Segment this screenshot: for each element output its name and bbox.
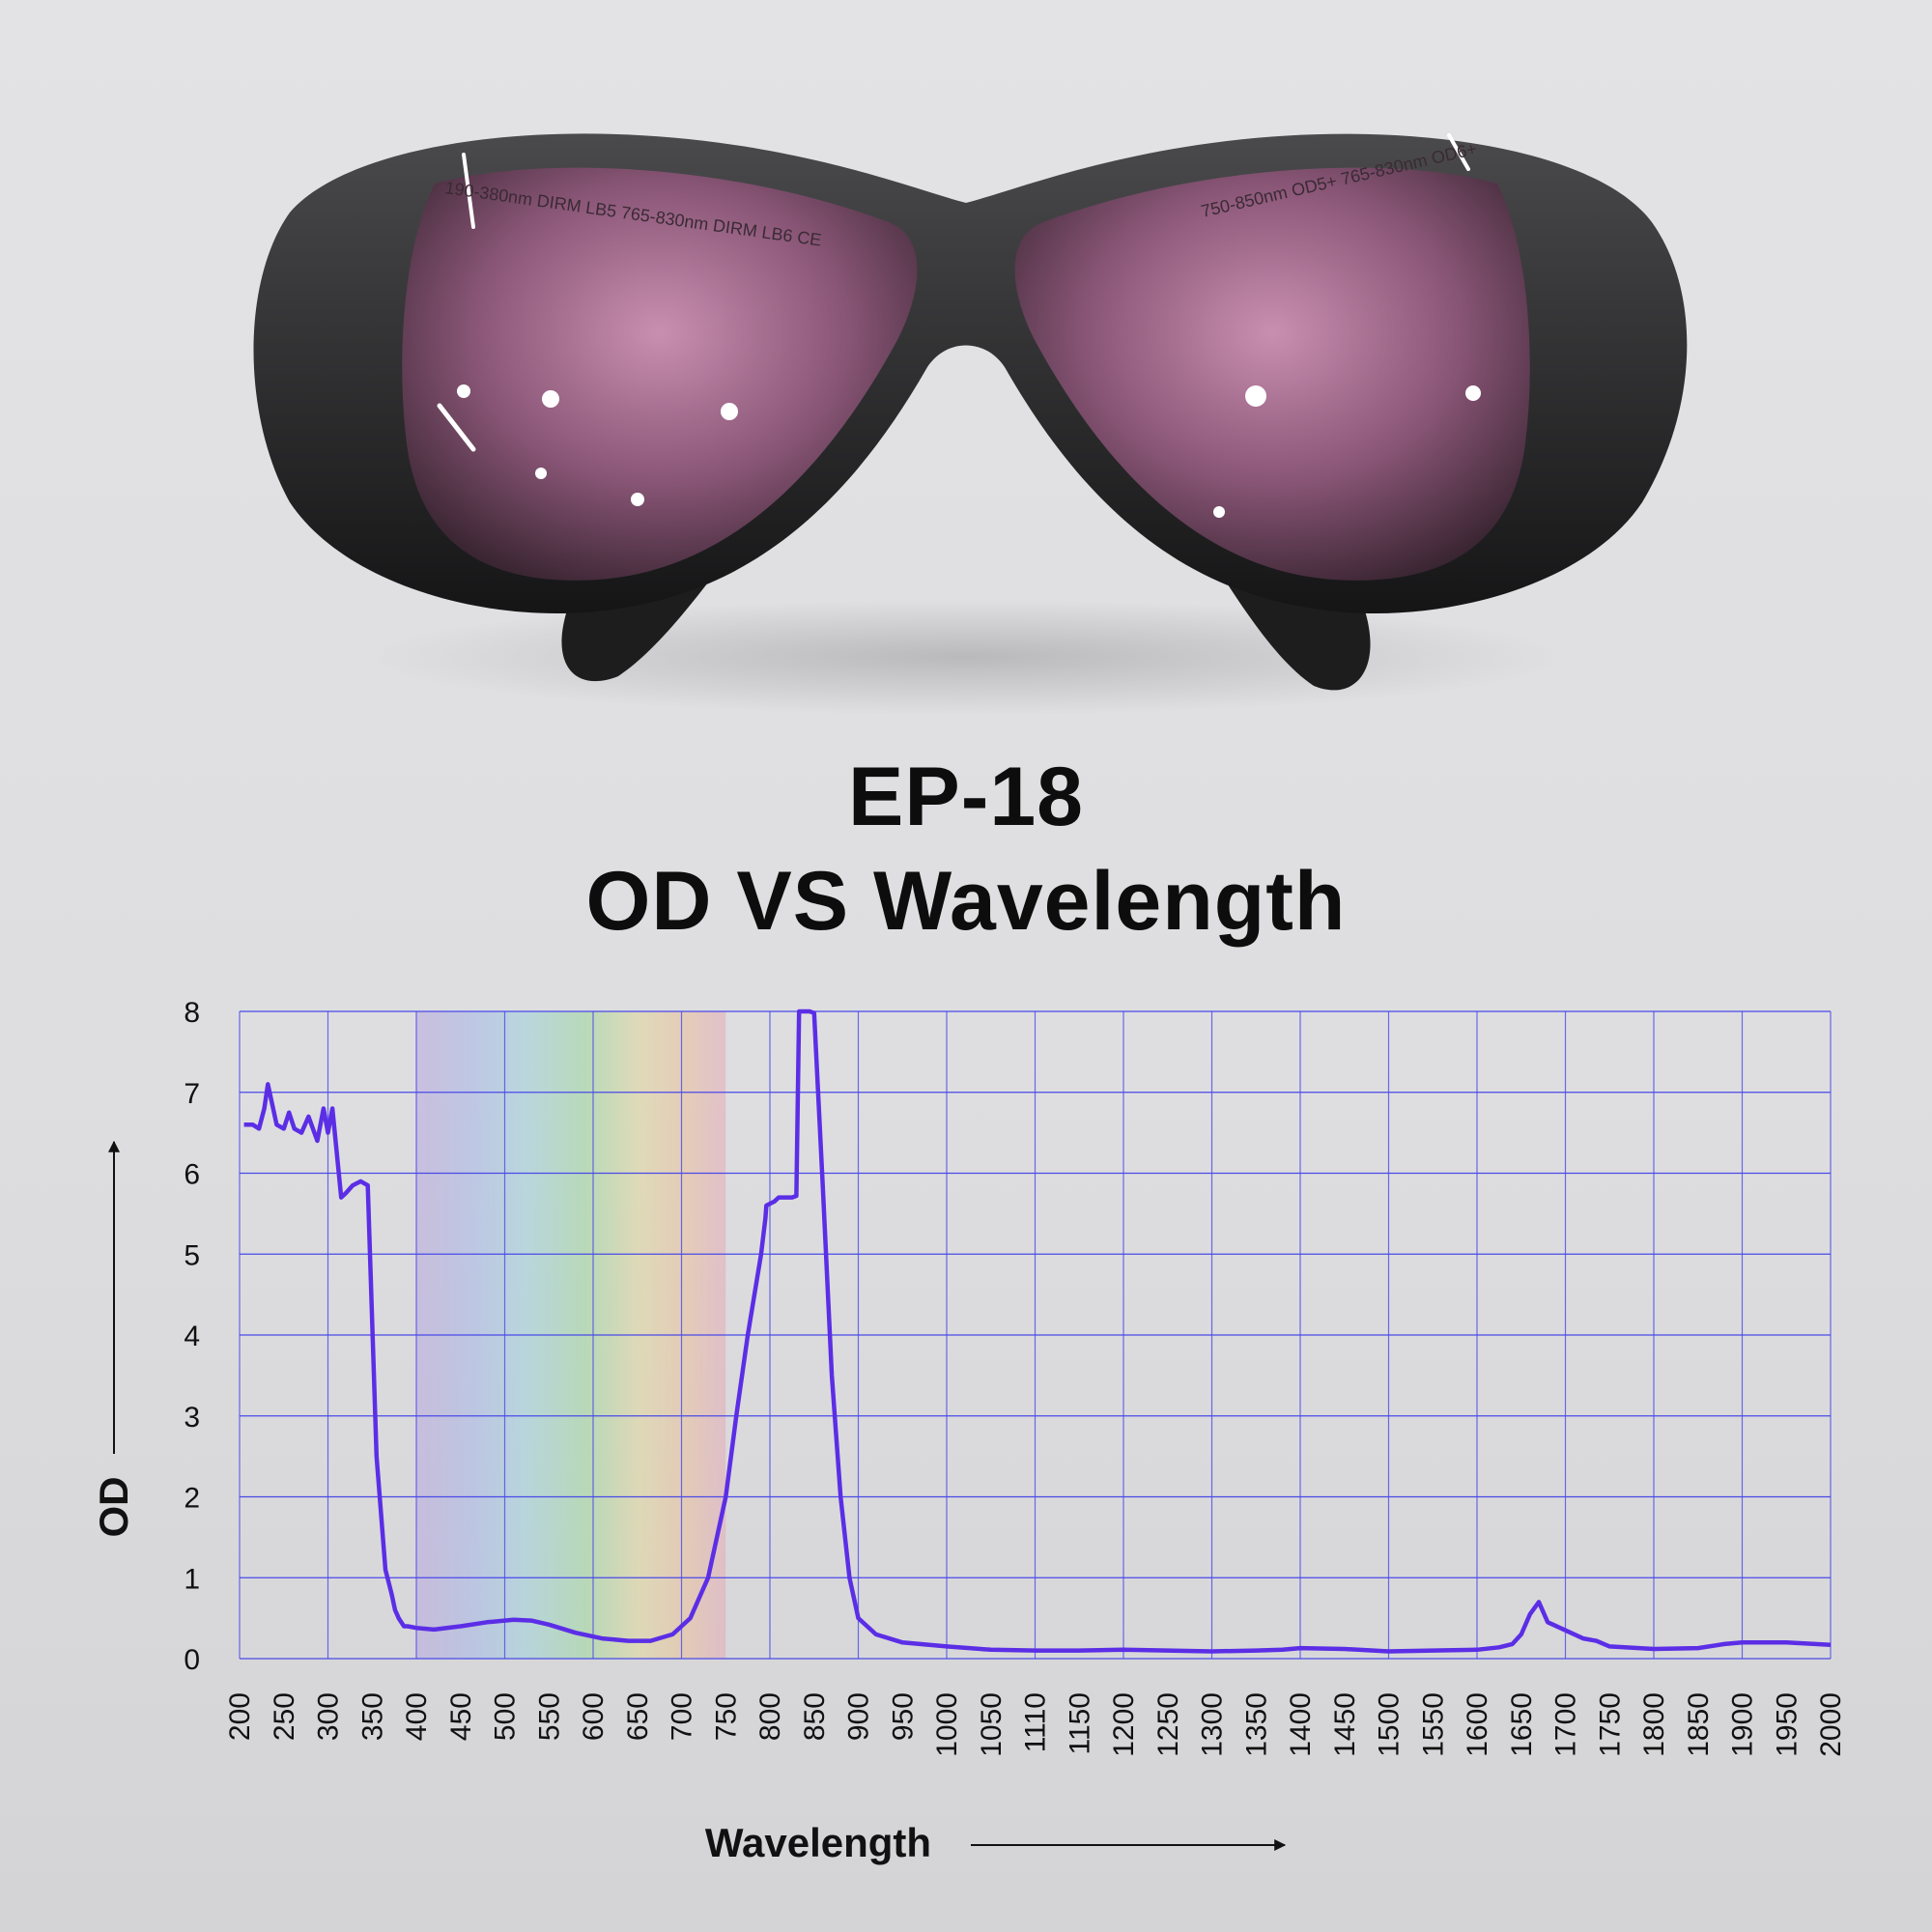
y-tick-label: 6 [184, 1159, 200, 1191]
right-lens [1014, 167, 1530, 581]
x-tick-label: 400 [401, 1692, 433, 1741]
x-tick-label: 850 [799, 1692, 831, 1741]
od-series-line [243, 1009, 1832, 1654]
x-tick-label: 1250 [1152, 1692, 1184, 1757]
x-tick-label: 350 [356, 1692, 388, 1741]
y-tick-label: 0 [184, 1644, 200, 1676]
x-tick-label: 1950 [1771, 1692, 1803, 1757]
chart-subtitle: OD VS Wavelength [585, 855, 1347, 948]
x-tick-label: 250 [269, 1692, 300, 1741]
x-tick-label: 1650 [1506, 1692, 1538, 1757]
x-tick-label: 600 [578, 1692, 610, 1741]
x-tick-label: 1300 [1197, 1692, 1229, 1757]
x-tick-label: 1550 [1417, 1692, 1449, 1757]
x-tick-label: 1900 [1727, 1692, 1759, 1757]
x-tick-label: 1850 [1683, 1692, 1715, 1757]
y-tick-label: 2 [184, 1483, 200, 1515]
x-tick-label: 700 [667, 1692, 698, 1741]
x-tick-label: 1350 [1240, 1692, 1272, 1757]
x-tick-label: 950 [887, 1692, 919, 1741]
x-tick-label: 300 [313, 1692, 345, 1741]
x-tick-label: 500 [490, 1692, 522, 1741]
x-tick-label: 1000 [931, 1692, 963, 1757]
x-axis-title: Wavelength [705, 1820, 931, 1865]
x-tick-label: 550 [533, 1692, 565, 1741]
y-axis-title: OD [91, 1477, 136, 1538]
x-tick-label: 200 [224, 1692, 256, 1741]
x-tick-label: 1700 [1550, 1692, 1582, 1757]
od-wavelength-chart: 0 1 2 3 4 5 6 7 8 200 250 300 350 400 450 500 550 600 650 7… [91, 997, 1847, 1865]
y-tick-label: 8 [184, 997, 200, 1029]
y-tick-label: 3 [184, 1402, 200, 1434]
x-tick-label: 750 [710, 1692, 742, 1741]
chart-title: EP-18 [847, 751, 1085, 843]
x-tick-label: 1750 [1594, 1692, 1626, 1757]
y-tick-label: 4 [184, 1321, 200, 1352]
y-tick-label: 5 [184, 1239, 200, 1271]
x-tick-label: 1400 [1285, 1692, 1317, 1757]
x-tick-label: 900 [843, 1692, 875, 1741]
x-tick-label: 1200 [1108, 1692, 1140, 1757]
y-tick-label: 1 [184, 1563, 200, 1595]
left-lens [402, 167, 918, 581]
x-tick-label: 2000 [1815, 1692, 1847, 1757]
x-tick-label: 1800 [1638, 1692, 1670, 1757]
x-tick-label: 650 [622, 1692, 654, 1741]
x-tick-label: 1450 [1329, 1692, 1361, 1757]
x-tick-label: 1050 [976, 1692, 1008, 1757]
x-tick-label: 800 [754, 1692, 786, 1741]
y-tick-label: 7 [184, 1078, 200, 1110]
x-tick-label: 1150 [1064, 1692, 1095, 1755]
product-photo: 190-380nm DIRM LB5 765-830nm DIRM LB6 CE… [253, 133, 1688, 715]
x-tick-label: 450 [445, 1692, 477, 1741]
x-tick-label: 1600 [1462, 1692, 1493, 1757]
x-tick-label: 1110 [1020, 1692, 1052, 1752]
x-tick-label: 1500 [1374, 1692, 1406, 1757]
